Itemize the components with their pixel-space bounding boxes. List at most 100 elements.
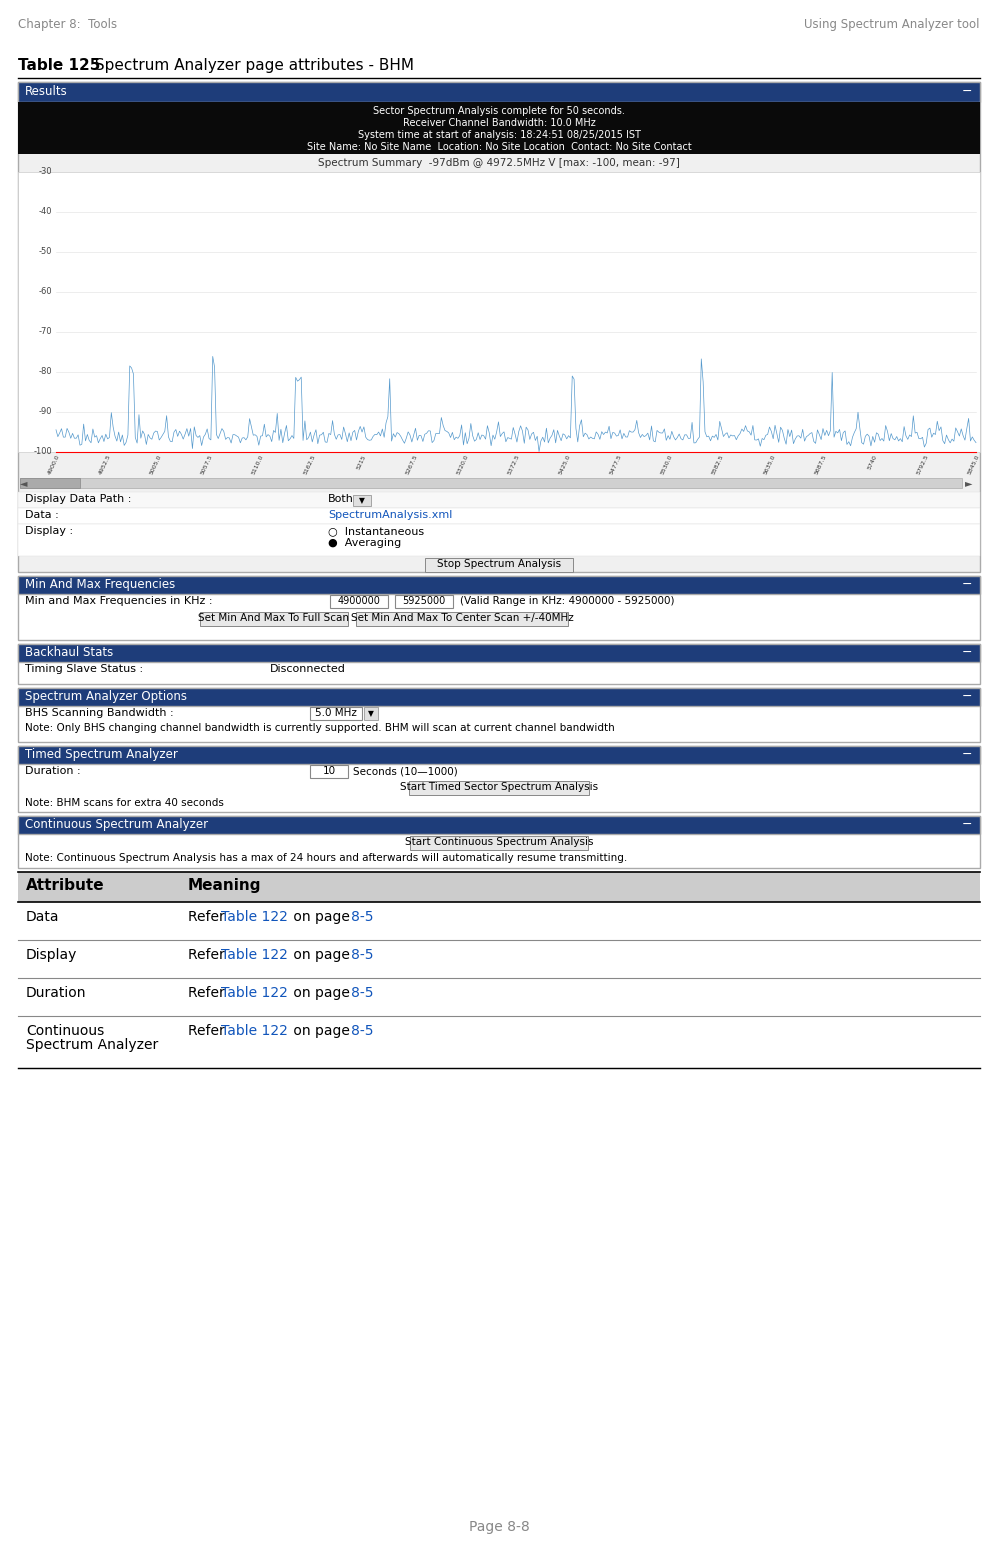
Text: Min And Max Frequencies: Min And Max Frequencies: [25, 578, 176, 591]
Text: Site Name: No Site Name  Location: No Site Location  Contact: No Site Contact: Site Name: No Site Name Location: No Sit…: [306, 141, 692, 152]
Bar: [18, 688, 980, 741]
Text: 10: 10: [322, 766, 335, 775]
Text: 5320.0: 5320.0: [456, 454, 469, 476]
Text: 5582.5: 5582.5: [712, 454, 725, 476]
Text: 5267.5: 5267.5: [404, 454, 418, 476]
Text: Table 122: Table 122: [221, 911, 287, 925]
Text: on page: on page: [289, 985, 354, 1001]
Text: Sector Spectrum Analysis complete for 50 seconds.: Sector Spectrum Analysis complete for 50…: [373, 106, 625, 117]
Text: 8-5: 8-5: [351, 948, 373, 962]
Text: −: −: [961, 817, 972, 831]
Text: Data: Data: [26, 911, 60, 925]
Text: 5215: 5215: [356, 454, 367, 471]
Text: (Valid Range in KHz: 4900000 - 5925000): (Valid Range in KHz: 4900000 - 5925000): [460, 597, 675, 606]
Text: Refer: Refer: [188, 985, 230, 1001]
Text: Meaning: Meaning: [188, 878, 261, 894]
Text: Seconds (10—1000): Seconds (10—1000): [353, 766, 458, 775]
Text: -100: -100: [33, 448, 52, 457]
Text: Table 122: Table 122: [221, 1024, 287, 1038]
Text: Duration: Duration: [26, 985, 87, 1001]
Bar: [18, 524, 980, 556]
Bar: [330, 595, 388, 608]
Text: -60: -60: [38, 287, 52, 297]
Bar: [18, 816, 980, 869]
Text: −: −: [961, 690, 972, 702]
Text: 8-5: 8-5: [351, 985, 373, 1001]
Text: Spectrum Summary  -97dBm @ 4972.5MHz V [max: -100, mean: -97]: Spectrum Summary -97dBm @ 4972.5MHz V [m…: [318, 159, 680, 168]
Bar: [425, 558, 573, 572]
Text: ◄: ◄: [20, 479, 28, 488]
Text: 4952.5: 4952.5: [98, 454, 112, 476]
Bar: [409, 782, 589, 796]
Text: -90: -90: [39, 407, 52, 416]
Bar: [353, 496, 371, 507]
Bar: [395, 595, 453, 608]
Text: 5530.0: 5530.0: [661, 454, 674, 476]
Text: Backhaul Stats: Backhaul Stats: [25, 646, 113, 659]
Text: SpectrumAnalysis.xml: SpectrumAnalysis.xml: [328, 510, 452, 521]
Bar: [18, 746, 980, 765]
Text: Spectrum Analyzer page attributes - BHM: Spectrum Analyzer page attributes - BHM: [90, 57, 414, 73]
Text: 5792.5: 5792.5: [916, 454, 929, 476]
Text: Continuous: Continuous: [26, 1024, 104, 1038]
Text: 5925000: 5925000: [402, 597, 446, 606]
Text: -40: -40: [39, 208, 52, 216]
Text: Table 122: Table 122: [221, 948, 287, 962]
Bar: [200, 612, 348, 626]
Bar: [18, 493, 980, 508]
Text: System time at start of analysis: 18:24:51 08/25/2015 IST: System time at start of analysis: 18:24:…: [357, 131, 641, 140]
Text: Results: Results: [25, 85, 68, 98]
Text: 8-5: 8-5: [351, 911, 373, 925]
Bar: [20, 479, 962, 488]
Bar: [18, 643, 980, 684]
Bar: [18, 577, 980, 640]
Text: 4900000: 4900000: [337, 597, 380, 606]
Bar: [18, 940, 980, 977]
Text: 5005.0: 5005.0: [149, 454, 163, 476]
Text: on page: on page: [289, 911, 354, 925]
Text: -30: -30: [38, 168, 52, 177]
Text: 5635.0: 5635.0: [762, 454, 776, 476]
Text: -80: -80: [38, 367, 52, 376]
Text: ●  Averaging: ● Averaging: [328, 538, 401, 549]
Text: Set Min And Max To Full Scan: Set Min And Max To Full Scan: [199, 612, 349, 623]
Text: Continuous Spectrum Analyzer: Continuous Spectrum Analyzer: [25, 817, 209, 831]
Text: Display :: Display :: [25, 525, 73, 536]
Text: Start Continuous Spectrum Analysis: Start Continuous Spectrum Analysis: [405, 838, 593, 847]
Text: Min and Max Frequencies in KHz :: Min and Max Frequencies in KHz :: [25, 597, 213, 606]
Text: −: −: [961, 85, 972, 98]
Text: 5057.5: 5057.5: [201, 454, 214, 476]
Text: 5162.5: 5162.5: [302, 454, 316, 476]
Text: Table 122: Table 122: [221, 985, 287, 1001]
Text: 5477.5: 5477.5: [609, 454, 623, 476]
Bar: [410, 836, 588, 850]
Text: Disconnected: Disconnected: [270, 664, 346, 674]
Text: Using Spectrum Analyzer tool: Using Spectrum Analyzer tool: [804, 19, 980, 31]
Bar: [18, 643, 980, 662]
Text: Chapter 8:  Tools: Chapter 8: Tools: [18, 19, 117, 31]
Bar: [18, 901, 980, 940]
Text: ○  Instantaneous: ○ Instantaneous: [328, 525, 424, 536]
Text: BHS Scanning Bandwidth :: BHS Scanning Bandwidth :: [25, 709, 174, 718]
Bar: [18, 577, 980, 594]
Text: Receiver Channel Bandwidth: 10.0 MHz: Receiver Channel Bandwidth: 10.0 MHz: [402, 118, 596, 127]
Text: Refer: Refer: [188, 948, 230, 962]
Bar: [18, 688, 980, 706]
Text: 5687.5: 5687.5: [813, 454, 827, 476]
Text: -50: -50: [39, 247, 52, 256]
Text: 5110.0: 5110.0: [251, 454, 265, 476]
Bar: [310, 707, 362, 720]
Text: Duration :: Duration :: [25, 766, 81, 775]
Bar: [18, 746, 980, 813]
Text: 5845.0: 5845.0: [967, 454, 980, 476]
Text: Timed Spectrum Analyzer: Timed Spectrum Analyzer: [25, 747, 178, 761]
Bar: [18, 816, 980, 834]
Text: ▼: ▼: [359, 496, 365, 505]
Text: 5740: 5740: [867, 454, 878, 471]
Text: on page: on page: [289, 1024, 354, 1038]
Text: Spectrum Analyzer Options: Spectrum Analyzer Options: [25, 690, 187, 702]
Text: −: −: [961, 578, 972, 591]
Bar: [18, 977, 980, 1016]
Text: 4900.0: 4900.0: [47, 454, 61, 476]
Text: Display Data Path :: Display Data Path :: [25, 494, 132, 503]
